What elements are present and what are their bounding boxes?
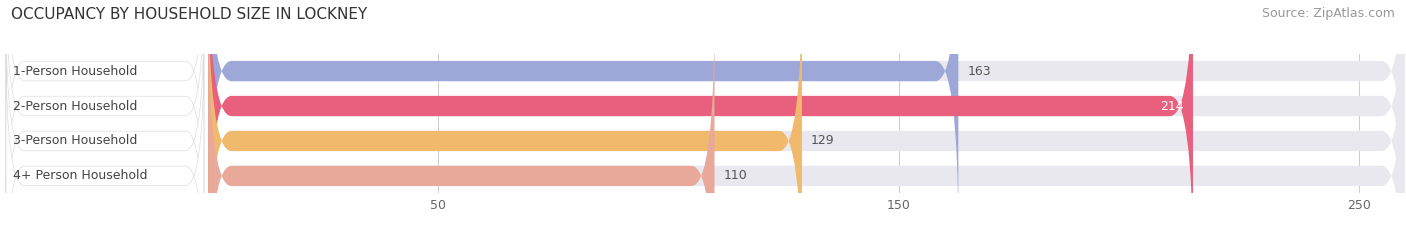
Text: 2-Person Household: 2-Person Household [13,99,138,113]
FancyBboxPatch shape [6,0,204,233]
FancyBboxPatch shape [208,0,959,233]
Text: 1-Person Household: 1-Person Household [13,65,138,78]
FancyBboxPatch shape [208,0,801,233]
Text: OCCUPANCY BY HOUSEHOLD SIZE IN LOCKNEY: OCCUPANCY BY HOUSEHOLD SIZE IN LOCKNEY [11,7,367,22]
Text: 3-Person Household: 3-Person Household [13,134,138,147]
Text: 214: 214 [1160,99,1184,113]
FancyBboxPatch shape [208,0,1405,233]
FancyBboxPatch shape [208,11,714,233]
Text: Source: ZipAtlas.com: Source: ZipAtlas.com [1261,7,1395,20]
Text: 110: 110 [724,169,748,182]
Text: 163: 163 [967,65,991,78]
FancyBboxPatch shape [6,46,204,233]
FancyBboxPatch shape [208,11,1405,233]
FancyBboxPatch shape [208,0,1405,233]
Text: 129: 129 [811,134,835,147]
FancyBboxPatch shape [6,0,204,201]
Text: 4+ Person Household: 4+ Person Household [13,169,148,182]
FancyBboxPatch shape [6,11,204,233]
FancyBboxPatch shape [208,0,1192,233]
FancyBboxPatch shape [208,0,1405,233]
